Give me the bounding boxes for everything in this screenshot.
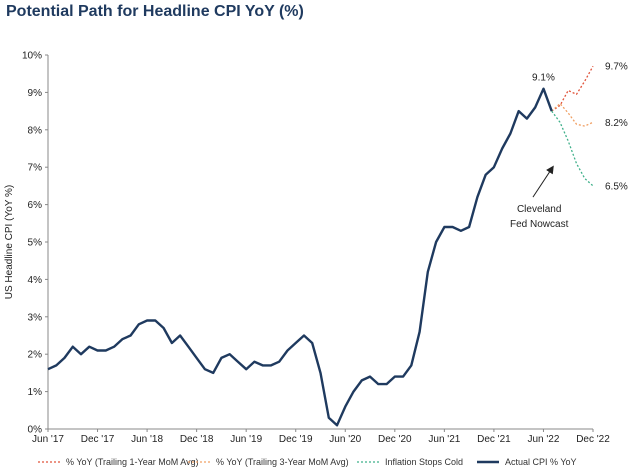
series-line-1	[551, 102, 594, 127]
y-tick-label: 3%	[28, 312, 43, 323]
x-tick-label: Dec '17	[81, 434, 115, 445]
annotation-label: Fed Nowcast	[510, 219, 569, 230]
y-tick-label: 9%	[28, 88, 43, 99]
annotation-label: 9.1%	[532, 73, 555, 84]
x-tick-label: Jun '22	[527, 434, 559, 445]
y-tick-label: 7%	[28, 163, 43, 174]
x-tick-label: Jun '20	[329, 434, 361, 445]
annotation-label: 6.5%	[605, 181, 628, 192]
y-tick-label: 2%	[28, 350, 43, 361]
y-tick-label: 6%	[28, 200, 43, 211]
x-tick-label: Dec '18	[180, 434, 214, 445]
chart-title: Potential Path for Headline CPI YoY (%)	[6, 3, 304, 20]
x-tick-label: Dec '19	[279, 434, 313, 445]
legend-label: Inflation Stops Cold	[385, 457, 463, 467]
series-line-0	[551, 65, 594, 112]
legend-label: Actual CPI % YoY	[505, 457, 577, 467]
x-tick-label: Dec '21	[477, 434, 511, 445]
annotation-label: 8.2%	[605, 118, 628, 129]
y-tick-label: 8%	[28, 125, 43, 136]
annotation-label: Cleveland	[517, 204, 561, 215]
y-tick-label: 10%	[22, 51, 42, 62]
y-tick-label: 5%	[28, 238, 43, 249]
y-tick-label: 4%	[28, 275, 43, 286]
annotation-label: 9.7%	[605, 62, 628, 73]
legend-label: % YoY (Trailing 1-Year MoM Avg)	[66, 457, 199, 467]
x-tick-label: Dec '20	[378, 434, 412, 445]
x-tick-label: Jun '19	[230, 434, 262, 445]
y-tick-label: 0%	[28, 425, 43, 436]
x-tick-label: Jun '18	[131, 434, 163, 445]
y-tick-label: 1%	[28, 387, 43, 398]
legend-label: % YoY (Trailing 3-Year MoM Avg)	[216, 457, 349, 467]
x-tick-label: Dec '22	[576, 434, 610, 445]
x-tick-label: Jun '17	[32, 434, 64, 445]
series-line-3	[47, 87, 553, 427]
x-tick-label: Jun '21	[428, 434, 460, 445]
nowcast-arrow	[532, 165, 554, 198]
series-line-2	[551, 110, 594, 187]
y-axis-title: US Headline CPI (YoY %)	[4, 185, 15, 300]
